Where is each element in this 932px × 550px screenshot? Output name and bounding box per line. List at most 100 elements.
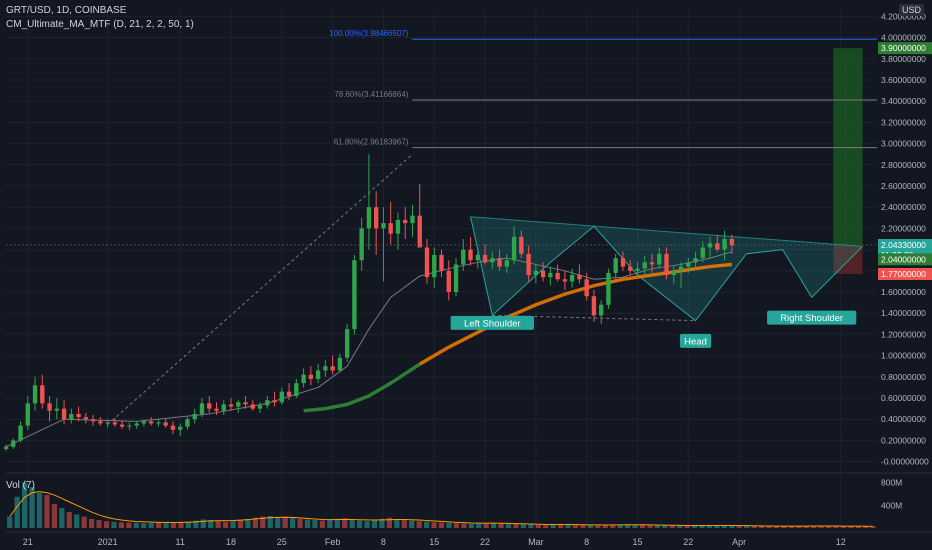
candle-body [185, 419, 190, 427]
volume-bar [453, 523, 459, 528]
volume-bars [7, 482, 876, 528]
price-tick: 2.40000000 [881, 202, 926, 212]
candle-body [432, 254, 437, 278]
volume-bar [729, 525, 735, 528]
volume-bar [200, 519, 206, 528]
time-tick: 8 [381, 537, 386, 547]
volume-bar [424, 521, 430, 528]
candle-body [192, 413, 197, 420]
time-tick: 22 [683, 537, 693, 547]
price-tick: 4.20000000 [881, 11, 926, 21]
volume-bar [863, 526, 869, 528]
volume-bar [81, 516, 87, 528]
candle-body [722, 239, 727, 250]
candle-body [693, 258, 698, 263]
volume-bar [163, 522, 169, 528]
candle-body [403, 219, 408, 224]
volume-bar [111, 521, 117, 528]
price-label: 3.90000000 [881, 43, 926, 53]
volume-bar [535, 524, 541, 528]
volume-bar [483, 523, 489, 528]
volume-bar [103, 521, 110, 528]
volume-bar [796, 526, 802, 528]
volume-bar [357, 520, 363, 528]
volume-bar [394, 519, 400, 528]
volume-tick: 800M [881, 478, 902, 488]
fib-levels: 100.00%(3.98466507) 78.60%(3.41166864) 61.… [107, 29, 877, 425]
pattern-dashed [492, 314, 696, 322]
symbol-title[interactable]: GRT/USD, 1D, COINBASE [6, 5, 127, 16]
currency-badge[interactable]: USD [898, 4, 924, 16]
candle-body [236, 402, 241, 407]
volume-bar [706, 525, 713, 528]
volume-bar [133, 522, 139, 528]
candle-body [664, 253, 669, 276]
target-zone [833, 48, 863, 274]
volume-bar [468, 523, 474, 528]
volume-bar [379, 518, 385, 528]
candle-body [257, 405, 263, 409]
volume-title[interactable]: Vol (7) [6, 480, 35, 491]
volume-bar [848, 526, 854, 528]
price-tick: 1.60000000 [881, 287, 926, 297]
volume-bar [431, 522, 437, 528]
price-tick: -0.00000000 [881, 457, 929, 467]
volume-bar [647, 525, 653, 528]
volume-bar [267, 516, 273, 528]
volume-bar [855, 526, 861, 528]
volume-bar [148, 522, 154, 528]
candle-body [344, 329, 350, 358]
volume-bar [610, 524, 616, 528]
volume-bar [558, 524, 564, 528]
volume-bar [230, 521, 236, 528]
pattern-label: Left Shoulder [464, 318, 521, 329]
price-tick: 3.20000000 [881, 117, 926, 127]
volume-bar [371, 520, 378, 528]
volume-bar [96, 520, 102, 528]
volume-bar [669, 525, 675, 528]
volume-bar [193, 520, 199, 528]
price-tick: 3.40000000 [881, 96, 926, 106]
volume-bar [208, 520, 214, 528]
candle-body [555, 272, 560, 280]
candle-body [352, 260, 357, 330]
candles [3, 154, 735, 452]
candle-body [178, 426, 183, 430]
candle-body [272, 400, 277, 403]
volume-bar [632, 524, 638, 528]
candle-body [76, 413, 81, 418]
volume-bar [89, 518, 95, 528]
candle-body [141, 421, 147, 424]
price-axis[interactable]: 4.20000000 4.00000000 3.80000000 3.60000000… [877, 0, 932, 540]
candle-body [606, 272, 611, 305]
volume-bar [505, 523, 512, 528]
pattern-outline [470, 216, 863, 322]
volume-bar [416, 521, 422, 528]
volume-bar [639, 524, 646, 528]
volume-bar [312, 520, 318, 528]
time-axis[interactable]: 21 2021 11 18 25 Feb 8 15 22 Mar 8 15 22 Apr 12 [6, 531, 932, 547]
volume-bar [751, 525, 757, 528]
fib-label: 78.60%(3.41166864) [334, 90, 408, 99]
candle-body [468, 249, 473, 261]
candle-body [446, 270, 451, 293]
volume-bar [684, 525, 690, 528]
candle-body [156, 422, 161, 424]
volume-bar [215, 521, 221, 528]
price-tick: 2.80000000 [881, 160, 926, 170]
volume-bar [617, 524, 623, 528]
price-tick: 3.80000000 [881, 54, 926, 64]
indicator-title[interactable]: CM_Ultimate_MA_MTF (D, 21, 2, 2, 50, 1) [6, 19, 194, 30]
price-label: 2.04330000 [881, 240, 926, 250]
volume-bar [766, 526, 772, 528]
candle-body [105, 422, 110, 424]
candle-body [540, 270, 546, 278]
volume-bar [572, 524, 579, 528]
volume-bar [677, 525, 683, 528]
target-zone-rect [833, 48, 863, 246]
candle-body [199, 403, 205, 414]
candle-body [279, 391, 284, 403]
volume-bar [342, 518, 348, 528]
stop-zone-rect [833, 245, 863, 274]
candle-body [170, 425, 176, 430]
